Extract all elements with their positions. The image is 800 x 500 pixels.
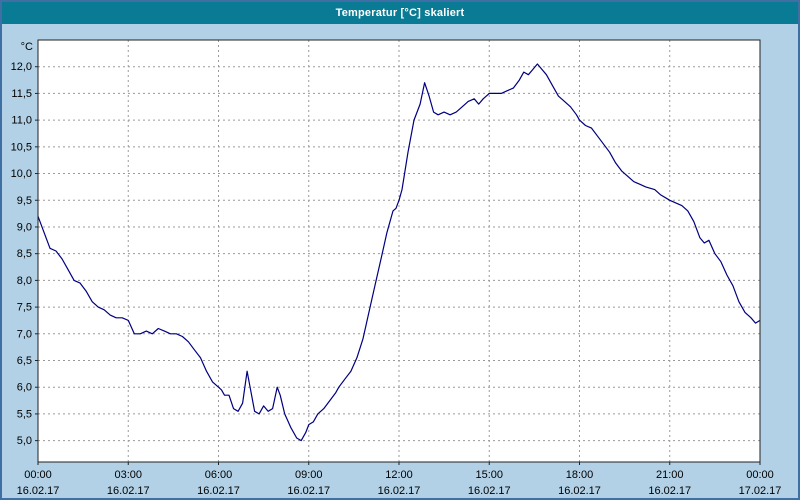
x-axis-labels: 00:00 16.02.17 03:00 16.02.17 06:00 16.02.17 0… xyxy=(17,469,782,497)
y-tick-label: 5,5 xyxy=(17,408,32,420)
y-tick-label: 11,5 xyxy=(11,88,32,100)
x-tick-date-label: 16.02.17 xyxy=(287,485,330,497)
y-tick-label: 6,5 xyxy=(17,355,32,367)
y-tick-label: 12,0 xyxy=(11,61,32,73)
x-tick-date-label: 16.02.17 xyxy=(197,485,240,497)
x-tick-date-label: 16.02.17 xyxy=(558,485,601,497)
x-tick-date-label: 16.02.17 xyxy=(468,485,511,497)
y-tick-label: 8,5 xyxy=(17,248,32,260)
x-tick-time-label: 00:00 xyxy=(24,469,52,481)
x-tick-time-label: 12:00 xyxy=(385,469,413,481)
y-axis-unit-label: °C xyxy=(21,41,33,53)
x-tick-time-label: 18:00 xyxy=(566,469,594,481)
x-tick-time-label: 03:00 xyxy=(114,469,142,481)
window-title-bar: Temperatur [°C] skaliert xyxy=(2,2,798,24)
y-tick-label: 10,5 xyxy=(11,141,32,153)
x-tick-time-label: 21:00 xyxy=(656,469,684,481)
y-axis-labels: 5,0 5,5 6,0 6,5 7,0 7,5 8,0 8,5 9,0 9,5 10,0 10,5 11… xyxy=(11,61,32,447)
y-tick-label: 5,0 xyxy=(17,435,32,447)
x-tick-date-label: 16.02.17 xyxy=(17,485,60,497)
y-tick-label: 7,0 xyxy=(17,328,32,340)
y-tick-label: 6,0 xyxy=(17,382,32,394)
y-tick-label: 10,0 xyxy=(11,168,32,180)
x-tick-date-label: 16.02.17 xyxy=(107,485,150,497)
y-tick-label: 9,0 xyxy=(17,221,32,233)
x-tick-time-label: 00:00 xyxy=(746,469,774,481)
y-tick-label: 9,5 xyxy=(17,195,32,207)
y-tick-label: 8,0 xyxy=(17,275,32,287)
x-tick-time-label: 09:00 xyxy=(295,469,323,481)
x-tick-date-label: 16.02.17 xyxy=(378,485,421,497)
x-tick-date-label: 17.02.17 xyxy=(739,485,782,497)
x-tick-date-label: 16.02.17 xyxy=(648,485,691,497)
y-tick-label: 11,0 xyxy=(11,115,32,127)
chart-area: °C 5,0 5,5 6,0 6,5 7,0 7,5 8,0 8,5 9,0 9,5 10,0 10,5… xyxy=(2,24,798,498)
x-tick-time-label: 15:00 xyxy=(475,469,503,481)
temperature-line xyxy=(37,63,761,442)
y-tick-label: 7,5 xyxy=(17,302,32,314)
x-tick-time-label: 06:00 xyxy=(205,469,233,481)
window-title: Temperatur [°C] skaliert xyxy=(335,7,465,19)
chart-svg: °C 5,0 5,5 6,0 6,5 7,0 7,5 8,0 8,5 9,0 9,5 10,0 10,5… xyxy=(11,39,782,497)
